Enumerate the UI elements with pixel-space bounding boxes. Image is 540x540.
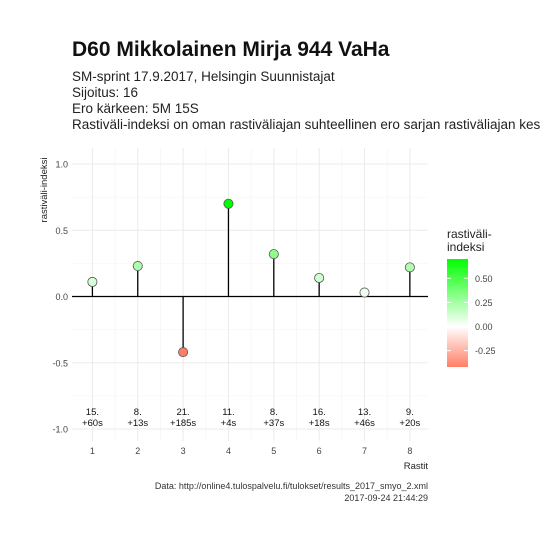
rank-label: 21. [176, 407, 189, 418]
rank-label: 11. [222, 407, 235, 418]
rank-label: 9. [406, 407, 414, 418]
data-point [223, 198, 234, 209]
rank-label: 16. [313, 407, 326, 418]
x-tick-label: 5 [271, 446, 276, 456]
x-tick-label: 3 [181, 446, 186, 456]
legend-tick-label: 0.50 [475, 274, 493, 284]
chart-subtitle-line: Rastiväli-indeksi on oman rastiväliajan … [72, 117, 540, 132]
rank-label: 8. [134, 407, 142, 418]
rank-label: 13. [358, 407, 371, 418]
time-label: +18s [309, 418, 330, 429]
y-tick-label: -0.5 [52, 358, 68, 368]
chart-subtitle-line: Ero kärkeen: 5M 15S [72, 101, 199, 116]
time-label: +185s [170, 418, 196, 429]
y-tick-label: 0.0 [55, 292, 68, 302]
rank-label: 15. [86, 407, 99, 418]
data-point [359, 287, 370, 298]
y-tick-label: -1.0 [52, 425, 68, 435]
time-label: +4s [221, 418, 237, 429]
legend-tick-label: 0.00 [475, 322, 493, 332]
legend-title: indeksi [447, 240, 484, 254]
time-label: +13s [127, 418, 148, 429]
chart-title: D60 Mikkolainen Mirja 944 VaHa [72, 38, 390, 61]
x-tick-label: 4 [226, 446, 231, 456]
legend-tick-label: 0.25 [475, 298, 493, 308]
data-point [132, 261, 143, 272]
data-point [268, 249, 279, 260]
time-label: +37s [263, 418, 284, 429]
y-axis-title: rastiväli-indeksi [39, 158, 50, 223]
time-label: +60s [82, 418, 103, 429]
legend-tick-label: -0.25 [475, 346, 496, 356]
caption-line: Data: http://online4.tulospalvelu.fi/tul… [155, 481, 428, 491]
data-point [87, 276, 98, 287]
caption-line: 2017-09-24 21:44:29 [344, 493, 428, 503]
y-tick-label: 0.5 [55, 226, 68, 236]
chart-subtitle-line: SM-sprint 17.9.2017, Helsingin Suunnista… [72, 69, 335, 84]
data-point [178, 347, 189, 358]
legend-title: rastiväli- [447, 227, 492, 241]
x-tick-label: 6 [317, 446, 322, 456]
x-tick-label: 2 [135, 446, 140, 456]
rank-label: 8. [270, 407, 278, 418]
data-point [404, 262, 415, 273]
data-point [314, 272, 325, 283]
x-tick-label: 1 [90, 446, 95, 456]
time-label: +20s [399, 418, 420, 429]
x-tick-label: 8 [407, 446, 412, 456]
x-tick-label: 7 [362, 446, 367, 456]
time-label: +46s [354, 418, 375, 429]
legend-colorbar [447, 259, 468, 367]
y-tick-label: 1.0 [55, 160, 68, 170]
x-axis-title: Rastit [404, 461, 429, 472]
chart-subtitle-line: Sijoitus: 16 [72, 85, 138, 100]
